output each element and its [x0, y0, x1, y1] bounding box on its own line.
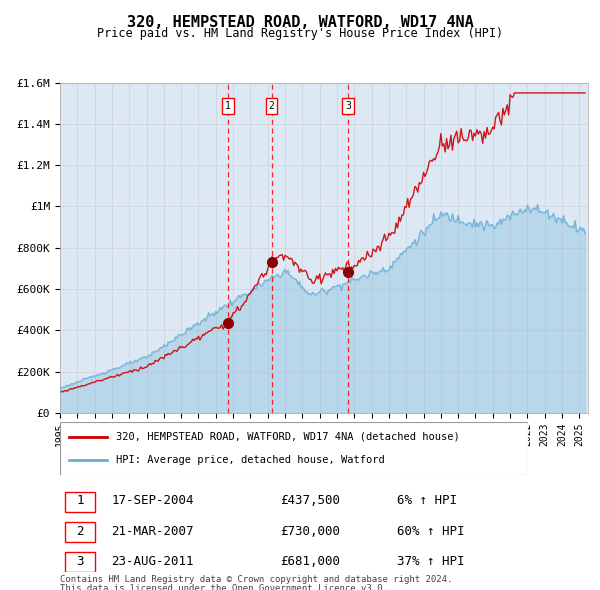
FancyBboxPatch shape: [60, 422, 528, 475]
Text: Contains HM Land Registry data © Crown copyright and database right 2024.: Contains HM Land Registry data © Crown c…: [60, 575, 452, 584]
Text: 21-MAR-2007: 21-MAR-2007: [112, 525, 194, 537]
Text: 2: 2: [76, 525, 84, 537]
Text: 3: 3: [76, 555, 84, 568]
Text: £730,000: £730,000: [280, 525, 340, 537]
Text: HPI: Average price, detached house, Watford: HPI: Average price, detached house, Watf…: [116, 455, 385, 465]
Text: This data is licensed under the Open Government Licence v3.0.: This data is licensed under the Open Gov…: [60, 584, 388, 590]
FancyBboxPatch shape: [65, 552, 95, 572]
Text: 60% ↑ HPI: 60% ↑ HPI: [397, 525, 464, 537]
Text: 17-SEP-2004: 17-SEP-2004: [112, 494, 194, 507]
Text: 37% ↑ HPI: 37% ↑ HPI: [397, 555, 464, 568]
Text: Price paid vs. HM Land Registry's House Price Index (HPI): Price paid vs. HM Land Registry's House …: [97, 27, 503, 40]
Text: 320, HEMPSTEAD ROAD, WATFORD, WD17 4NA (detached house): 320, HEMPSTEAD ROAD, WATFORD, WD17 4NA (…: [116, 432, 460, 442]
Text: 2: 2: [269, 101, 274, 111]
FancyBboxPatch shape: [65, 492, 95, 512]
Text: £681,000: £681,000: [280, 555, 340, 568]
Text: 23-AUG-2011: 23-AUG-2011: [112, 555, 194, 568]
Text: 1: 1: [225, 101, 231, 111]
Text: 1: 1: [76, 494, 84, 507]
Text: £437,500: £437,500: [280, 494, 340, 507]
Text: 320, HEMPSTEAD ROAD, WATFORD, WD17 4NA: 320, HEMPSTEAD ROAD, WATFORD, WD17 4NA: [127, 15, 473, 30]
FancyBboxPatch shape: [65, 522, 95, 542]
Text: 3: 3: [345, 101, 351, 111]
Text: 6% ↑ HPI: 6% ↑ HPI: [397, 494, 457, 507]
